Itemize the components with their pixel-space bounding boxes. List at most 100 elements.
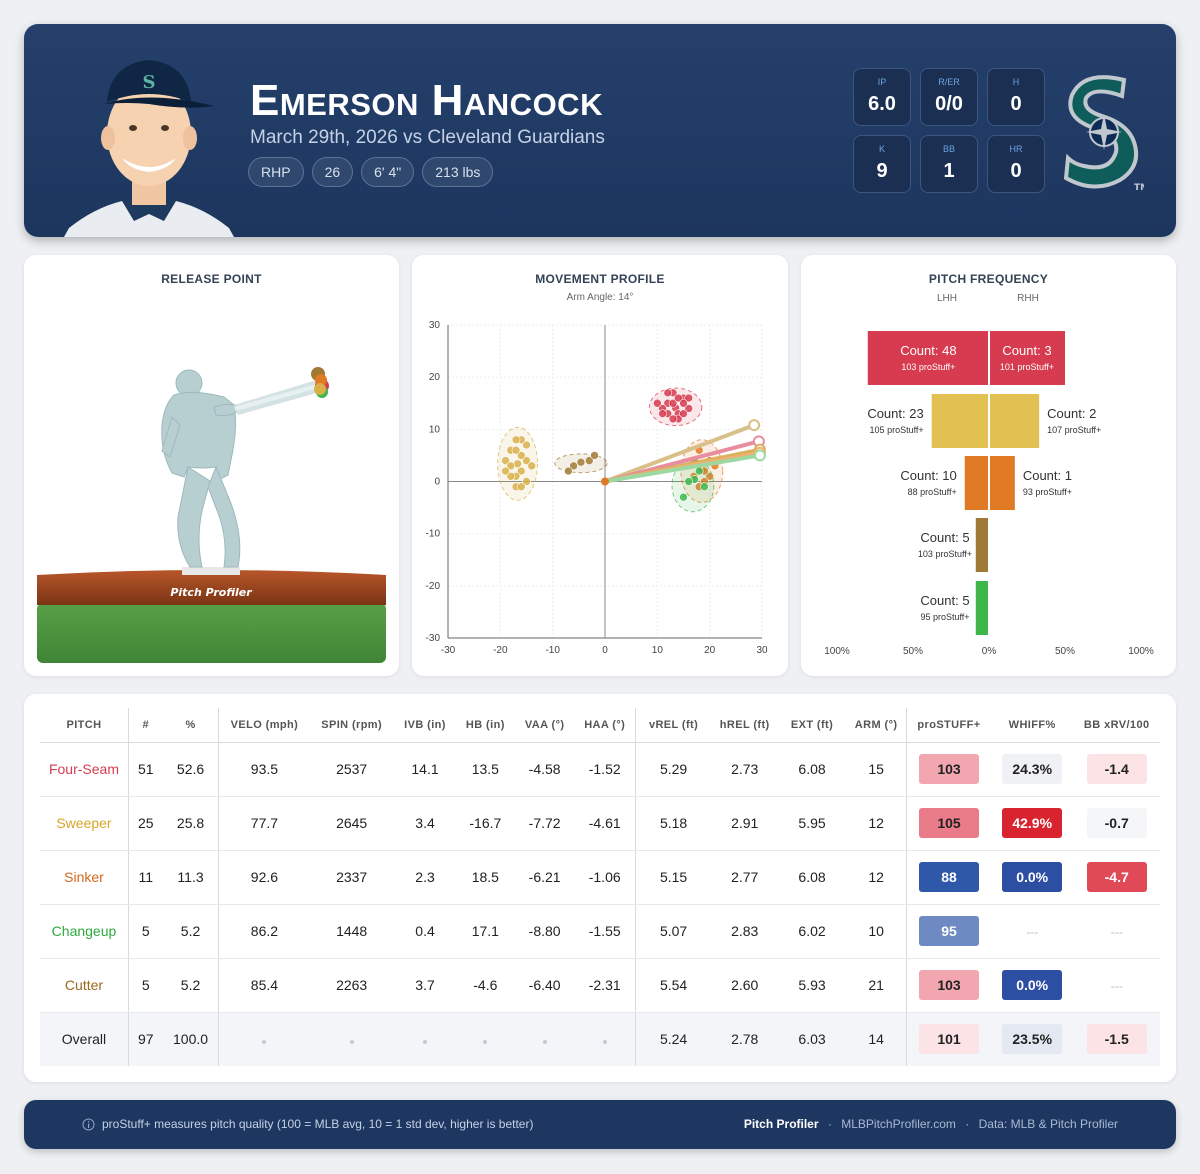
point-four-seam xyxy=(668,414,678,424)
col-header: PITCH xyxy=(40,708,129,743)
x-tick-label: -30 xyxy=(441,645,456,656)
cell-value: 5.29 xyxy=(634,742,712,797)
cell-value: 5.54 xyxy=(634,958,712,1013)
point-changeup xyxy=(700,482,709,492)
cell-value: 2.78 xyxy=(711,1012,778,1066)
point-changeup xyxy=(684,477,694,486)
cell-value: -1.06 xyxy=(574,850,636,905)
footer-note: proStuff+ measures pitch quality (100 = … xyxy=(102,1117,534,1131)
movement-profile-panel: MOVEMENT PROFILE Arm Angle: 14° 30 20 10 0 -… xyxy=(412,255,788,676)
release-point-figure: Pitch Profiler xyxy=(37,367,386,663)
whiff-cell: 24.3% xyxy=(990,742,1074,797)
cell-value: 2.3 xyxy=(393,850,457,905)
pill-height: 6' 4" xyxy=(361,157,415,187)
bar-lhh-sinker xyxy=(964,456,989,510)
release-point-title: RELEASE POINT xyxy=(161,272,262,286)
cell-value xyxy=(393,1012,457,1066)
cell-value: -6.21 xyxy=(514,850,575,905)
axis-label: 100% xyxy=(1128,646,1154,657)
cell-value: 14 xyxy=(846,1012,907,1066)
y-tick-label: -10 xyxy=(426,529,441,540)
cell-value: 11.3 xyxy=(162,850,219,905)
frequency-chart: LHH RHH 100% 50% 0% 50% 100% Count: 48 103 proSt… xyxy=(824,293,1154,657)
cell-value: 6.08 xyxy=(777,742,847,797)
frequency-title: PITCH FREQUENCY xyxy=(928,272,1049,286)
cell-value: 10 xyxy=(846,904,907,959)
point-four-seam xyxy=(668,398,678,408)
cell-value: -4.61 xyxy=(574,796,636,851)
cell-value xyxy=(574,1012,636,1066)
x-tick-label: 10 xyxy=(652,645,664,656)
pill-hand: RHP xyxy=(248,157,304,187)
y-tick-label: 0 xyxy=(434,477,440,488)
arm-angle-label: Arm Angle: 14° xyxy=(566,292,634,303)
cell-value xyxy=(514,1012,575,1066)
point-sweeper xyxy=(516,466,526,476)
release-dot-sinker xyxy=(315,374,327,386)
lhh-stuff-label: 103 proStuff+ xyxy=(901,362,955,372)
col-header: BB xRV/100 xyxy=(1073,708,1160,743)
pitch-name: Sweeper xyxy=(40,796,129,851)
cell-value: 3.7 xyxy=(393,958,457,1013)
point-four-seam xyxy=(684,404,694,413)
y-tick-label: 10 xyxy=(429,424,441,435)
stat-r-er: R/ER 0/0 xyxy=(920,68,978,126)
arrow-head xyxy=(748,419,761,432)
cell-value: -1.55 xyxy=(574,904,636,959)
point-four-seam xyxy=(663,388,673,398)
arm-angle-arrow xyxy=(603,453,762,484)
whiff-cell: 0.0% xyxy=(990,958,1074,1013)
point-sweeper xyxy=(516,482,526,492)
prostuff-cell: 103 xyxy=(906,958,991,1013)
cell-value: 77.7 xyxy=(218,796,310,851)
whiff-cell: 23.5% xyxy=(990,1012,1074,1066)
point-four-seam xyxy=(679,409,688,418)
cell-value: -2.31 xyxy=(574,958,636,1013)
game-subtitle: March 29th, 2026 vs Cleveland Guardians xyxy=(250,127,605,148)
point-sweeper xyxy=(522,477,531,486)
bar-rhh-four-seam xyxy=(989,331,1065,385)
whiff-cell: 0.0% xyxy=(990,850,1074,905)
point-cutter xyxy=(564,466,573,476)
prostuff-cell: 101 xyxy=(906,1012,991,1066)
x-tick-label: 20 xyxy=(704,645,716,656)
point-sweeper xyxy=(522,440,531,450)
prostuff-cell: 105 xyxy=(906,796,991,851)
pitch-name: Cutter xyxy=(40,958,129,1013)
cell-value: 5.18 xyxy=(634,796,712,851)
bb-xrv-cell: --- xyxy=(1073,958,1160,1013)
y-tick-label: -20 xyxy=(426,581,441,592)
cell-value: 2337 xyxy=(309,850,394,905)
cell-value: 2.83 xyxy=(711,904,778,959)
y-tick-label: -30 xyxy=(426,633,441,644)
cell-value: -16.7 xyxy=(456,796,515,851)
cell-value: 93.5 xyxy=(218,742,310,797)
footer-brand: Pitch Profiler xyxy=(743,1117,819,1131)
footer-source: Data: MLB & Pitch Profiler xyxy=(978,1117,1118,1131)
table-row: Sinker 11 11.3 92.6 2337 2.3 18.5 -6.21 -1.06 5.1… xyxy=(40,850,1160,905)
cell-value: 6.03 xyxy=(777,1012,847,1066)
cell-value: 17.1 xyxy=(456,904,515,959)
y-tick-label: 20 xyxy=(429,372,441,383)
footer-site[interactable]: MLBPitchProfiler.com xyxy=(841,1117,956,1131)
point-sweeper xyxy=(506,471,516,481)
lhh-stuff-label: 105 proStuff+ xyxy=(870,425,924,435)
cell-value: 5.95 xyxy=(777,796,847,851)
origin-dot xyxy=(601,477,609,486)
point-sweeper xyxy=(501,466,510,476)
cell-value: 5.93 xyxy=(777,958,847,1013)
cell-value: 86.2 xyxy=(218,904,310,959)
point-sweeper xyxy=(516,451,526,460)
whiff-cell: 42.9% xyxy=(990,796,1074,851)
x-tick-label: 0 xyxy=(602,645,608,656)
rhh-count-label: Count: 3 xyxy=(1002,343,1051,358)
bb-xrv-cell: --- xyxy=(1073,904,1160,959)
cell-value: 2.91 xyxy=(711,796,778,851)
stat-hr: HR 0 xyxy=(987,135,1045,193)
svg-text:TM: TM xyxy=(1134,183,1144,193)
point-sweeper xyxy=(511,445,521,455)
col-header: # xyxy=(127,708,163,743)
table-row: Four-Seam 51 52.6 93.5 2537 14.1 13.5 -4.58 -1.5… xyxy=(40,742,1160,797)
